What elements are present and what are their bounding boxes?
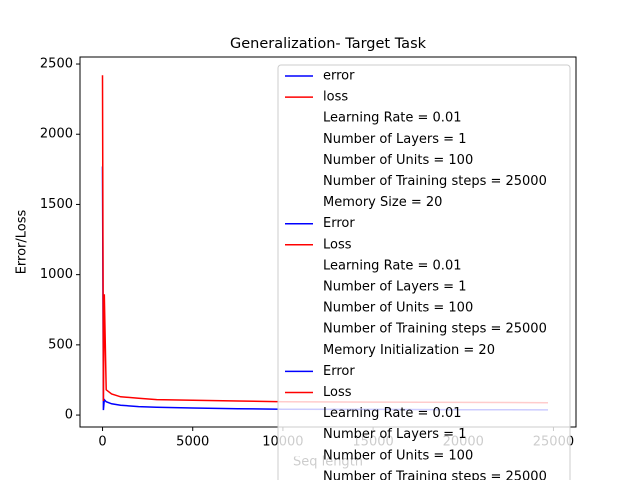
legend-label: Number of Layers = 1 <box>323 132 466 147</box>
legend-label: Learning Rate = 0.01 <box>323 111 461 126</box>
legend-label: Error <box>323 216 355 231</box>
legend-label: Loss <box>323 237 352 252</box>
legend-box <box>277 64 571 480</box>
legend-label: Number of Layers = 1 <box>323 427 466 442</box>
legend-label: Number of Units = 100 <box>323 301 473 316</box>
legend-label: loss <box>323 90 348 105</box>
y-tick-label: 1500 <box>40 197 73 212</box>
chart-title: Generalization- Target Task <box>230 36 427 52</box>
y-tick-label: 2000 <box>40 127 73 142</box>
y-axis-label: Error/Loss <box>15 209 30 274</box>
legend-label: Error <box>323 364 355 379</box>
y-tick-label: 1000 <box>40 267 73 282</box>
legend-label: error <box>323 69 355 84</box>
legend-label: Memory Initialization = 20 <box>323 343 495 358</box>
x-tick-label: 5000 <box>176 435 209 450</box>
x-tick-label: 0 <box>98 435 106 450</box>
legend-label: Number of Units = 100 <box>323 448 473 463</box>
legend-label: Number of Training steps = 25000 <box>323 469 547 480</box>
legend-label: Learning Rate = 0.01 <box>323 258 461 273</box>
legend-label: Number of Training steps = 25000 <box>323 174 547 189</box>
legend-label: Learning Rate = 0.01 <box>323 406 461 421</box>
legend-label: Number of Units = 100 <box>323 153 473 168</box>
legend-label: Memory Size = 20 <box>323 195 442 210</box>
y-tick-label: 0 <box>65 408 73 423</box>
y-tick-label: 500 <box>48 337 73 352</box>
legend-label: Loss <box>323 385 352 400</box>
legend-label: Number of Training steps = 25000 <box>323 322 547 337</box>
y-tick-label: 2500 <box>40 57 73 72</box>
legend-label: Number of Layers = 1 <box>323 280 466 295</box>
